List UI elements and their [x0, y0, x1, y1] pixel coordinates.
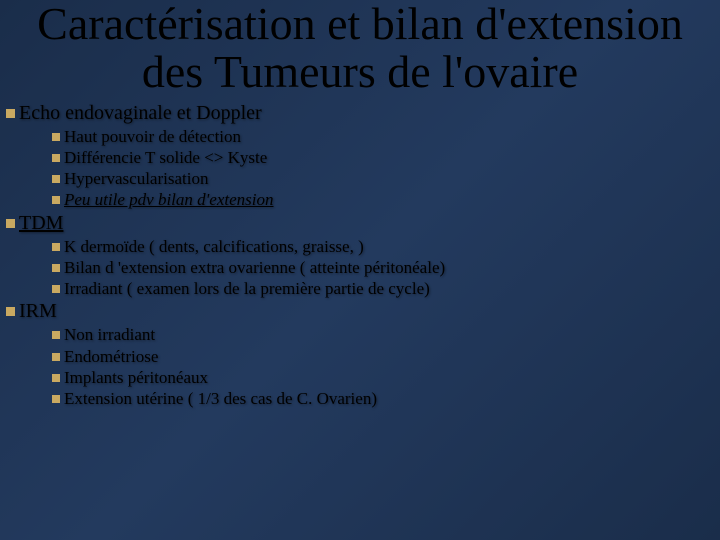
square-bullet-icon — [52, 353, 60, 361]
slide-content: Echo endovaginale et Doppler Haut pouvoi… — [0, 97, 720, 410]
list-item: Extension utérine ( 1/3 des cas de C. Ov… — [6, 388, 720, 409]
square-bullet-icon — [52, 331, 60, 339]
square-bullet-icon — [52, 395, 60, 403]
square-bullet-icon — [52, 243, 60, 251]
list-item: Irradiant ( examen lors de la première p… — [6, 278, 720, 299]
list-item: Bilan d 'extension extra ovarienne ( att… — [6, 257, 720, 278]
section-label: IRM — [19, 300, 57, 322]
item-text: Bilan d 'extension extra ovarienne ( att… — [64, 258, 445, 277]
section-heading: IRM — [6, 299, 720, 324]
item-text: Non irradiant — [64, 325, 155, 344]
list-item: Différencie T solide <> Kyste — [6, 147, 720, 168]
square-bullet-icon — [52, 133, 60, 141]
section-heading: Echo endovaginale et Doppler — [6, 101, 720, 126]
square-bullet-icon — [6, 219, 15, 228]
square-bullet-icon — [52, 175, 60, 183]
list-item: Haut pouvoir de détection — [6, 126, 720, 147]
item-text: Haut pouvoir de détection — [64, 127, 241, 146]
list-item: Non irradiant — [6, 324, 720, 345]
section-label: TDM — [19, 212, 63, 234]
item-text: Différencie T solide <> Kyste — [64, 148, 267, 167]
item-text: Extension utérine ( 1/3 des cas de C. Ov… — [64, 389, 377, 408]
list-item: Peu utile pdv bilan d'extension — [6, 189, 720, 210]
square-bullet-icon — [6, 109, 15, 118]
item-text: Peu utile pdv bilan d'extension — [64, 190, 273, 209]
square-bullet-icon — [52, 196, 60, 204]
square-bullet-icon — [52, 154, 60, 162]
section-heading: TDM — [6, 211, 720, 236]
item-text: Irradiant ( examen lors de la première p… — [64, 279, 430, 298]
item-text: Endométriose — [64, 347, 158, 366]
item-text: Hypervascularisation — [64, 169, 208, 188]
square-bullet-icon — [52, 264, 60, 272]
square-bullet-icon — [52, 374, 60, 382]
square-bullet-icon — [6, 307, 15, 316]
list-item: Hypervascularisation — [6, 168, 720, 189]
list-item: Endométriose — [6, 346, 720, 367]
slide-title: Caractérisation et bilan d'extension des… — [0, 0, 720, 97]
section-label: Echo endovaginale et Doppler — [19, 102, 262, 124]
list-item: K dermoïde ( dents, calcifications, grai… — [6, 236, 720, 257]
list-item: Implants péritonéaux — [6, 367, 720, 388]
square-bullet-icon — [52, 285, 60, 293]
item-text: Implants péritonéaux — [64, 368, 208, 387]
item-text: K dermoïde ( dents, calcifications, grai… — [64, 237, 364, 256]
